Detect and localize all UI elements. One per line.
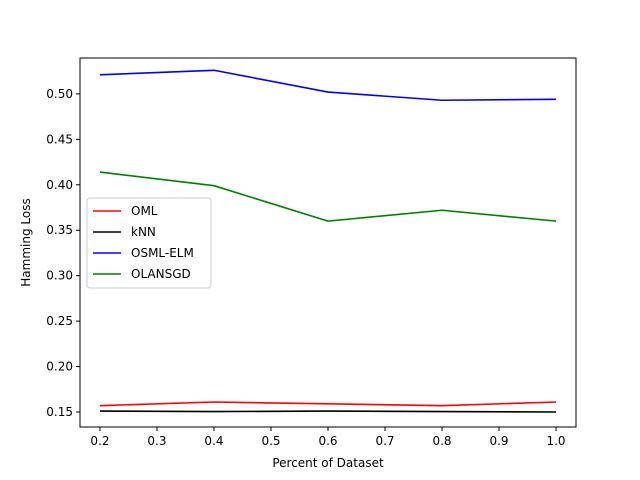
plot-area [99,69,557,413]
x-tick-label: 0.8 [432,434,451,448]
series-line-knn [99,410,557,413]
x-tick-label: 0.3 [147,434,166,448]
y-tick-label: 0.50 [46,87,73,101]
y-axis: 0.15 0.20 0.25 0.30 0.35 0.40 0.45 0.50 [46,87,80,419]
y-tick-label: 0.30 [46,269,73,283]
series-line-oml [99,401,557,407]
legend-label: OML [131,204,158,218]
x-axis-label: Percent of Dataset [272,456,384,470]
series-line-osml-elm [99,69,557,102]
x-tick-label: 0.4 [204,434,223,448]
y-tick-label: 0.15 [46,405,73,419]
x-tick-label: 0.2 [90,434,109,448]
legend-label: OLANSGD [131,267,191,281]
y-tick-label: 0.40 [46,178,73,192]
x-tick-label: 0.5 [261,434,280,448]
x-tick-label: 0.9 [489,434,508,448]
legend-label: kNN [131,225,156,239]
x-axis: 0.2 0.3 0.4 0.5 0.6 0.7 0.8 0.9 1.0 [90,427,566,448]
legend-box [86,197,212,289]
x-tick-label: 0.7 [375,434,394,448]
y-tick-label: 0.35 [46,223,73,237]
legend-label: OSML-ELM [131,246,194,260]
legend: OML kNN OSML-ELM OLANSGD [86,197,212,289]
y-tick-label: 0.25 [46,314,73,328]
x-tick-label: 0.6 [318,434,337,448]
y-axis-label: Hamming Loss [19,198,33,286]
series-line-olansgd [99,171,557,222]
x-tick-label: 1.0 [546,434,565,448]
y-tick-label: 0.45 [46,132,73,146]
y-tick-label: 0.20 [46,360,73,374]
